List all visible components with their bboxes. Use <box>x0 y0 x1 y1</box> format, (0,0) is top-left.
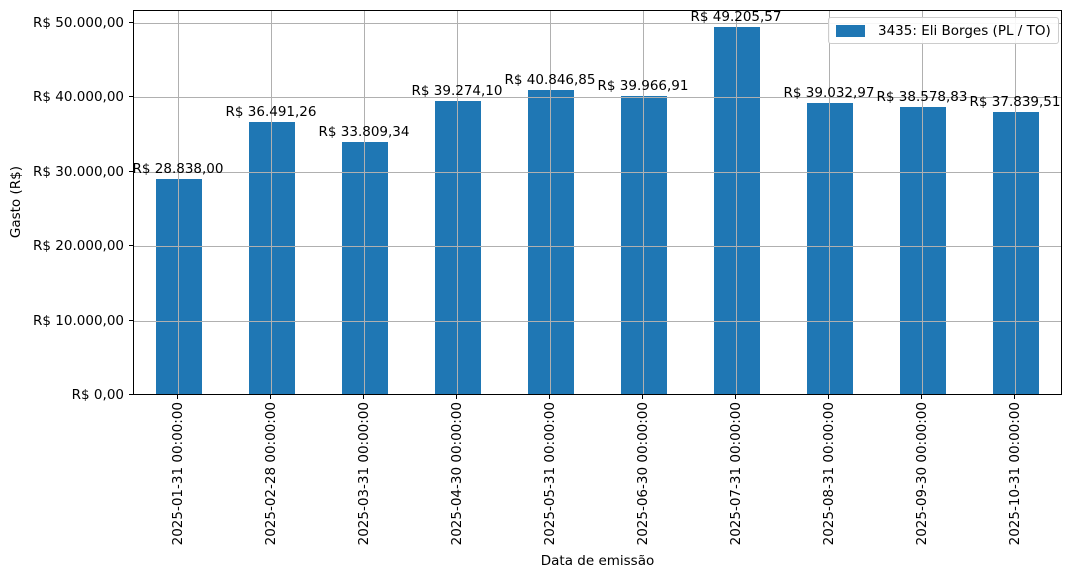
x-tick-mark <box>1014 395 1015 399</box>
x-tick-label: 2025-09-30 00:00:00 <box>914 402 930 546</box>
x-tick-mark <box>363 395 364 399</box>
bar <box>714 27 760 394</box>
bar <box>528 89 574 394</box>
gridline-v <box>829 11 830 394</box>
bar <box>993 112 1039 394</box>
bar-value-label: R$ 33.809,34 <box>318 124 410 141</box>
gridline-v <box>922 11 923 394</box>
legend-label: 3435: Eli Borges (PL / TO) <box>878 22 1051 39</box>
gridline-v <box>364 11 365 394</box>
bar-value-label: R$ 39.966,91 <box>597 78 689 95</box>
y-tick-mark <box>129 394 133 395</box>
bar-value-label: R$ 37.839,51 <box>969 94 1061 111</box>
x-tick-label: 2025-03-31 00:00:00 <box>356 402 372 546</box>
x-tick-label: 2025-06-30 00:00:00 <box>635 402 651 546</box>
y-tick-label: R$ 40.000,00 <box>33 89 124 105</box>
bar <box>807 103 853 394</box>
plot-area <box>133 10 1062 395</box>
gridline-h <box>134 22 1061 24</box>
x-tick-mark <box>177 395 178 399</box>
gridline-v <box>178 11 179 394</box>
x-tick-mark <box>921 395 922 399</box>
y-tick-label: R$ 50.000,00 <box>33 14 124 31</box>
y-tick-label: R$ 0,00 <box>71 387 124 403</box>
y-tick-label: R$ 30.000,00 <box>33 163 124 180</box>
bar-value-label: R$ 39.032,97 <box>783 85 875 102</box>
x-tick-label: 2025-10-31 00:00:00 <box>1007 402 1023 546</box>
y-tick-mark <box>129 319 133 321</box>
bar-value-label: R$ 49.205,57 <box>690 9 782 26</box>
x-tick-label: 2025-02-28 00:00:00 <box>263 402 279 546</box>
bar <box>249 122 295 394</box>
x-tick-label: 2025-08-31 00:00:00 <box>821 402 837 546</box>
gridline-v <box>736 11 737 394</box>
gridline-h <box>134 320 1061 322</box>
x-tick-mark <box>270 395 271 399</box>
y-tick-mark <box>129 245 133 246</box>
gridline-v <box>643 11 644 394</box>
gridline-h <box>134 97 1061 98</box>
x-tick-mark <box>828 395 829 399</box>
x-tick-label: 2025-01-31 00:00:00 <box>170 402 186 546</box>
bar <box>900 106 946 394</box>
bar <box>435 101 481 394</box>
gridline-v <box>1015 11 1016 394</box>
y-tick-mark <box>129 170 133 172</box>
x-tick-mark <box>735 395 736 399</box>
gridline-v <box>550 11 551 394</box>
x-tick-label: 2025-07-31 00:00:00 <box>728 402 744 546</box>
x-tick-label: 2025-04-30 00:00:00 <box>449 402 465 546</box>
legend-swatch-icon <box>836 24 865 37</box>
bar-value-label: R$ 28.838,00 <box>132 161 224 178</box>
y-tick-label: R$ 20.000,00 <box>33 238 124 254</box>
bar-value-label: R$ 39.274,10 <box>411 83 503 100</box>
bar <box>342 142 388 394</box>
bar <box>621 96 667 394</box>
bar-value-label: R$ 36.491,26 <box>225 104 317 121</box>
bar <box>156 179 202 394</box>
y-axis-title: Gasto (R$) <box>8 166 24 239</box>
y-tick-mark <box>129 21 133 23</box>
bar-value-label: R$ 40.846,85 <box>504 71 596 88</box>
gridline-v <box>457 11 458 394</box>
bar-value-label: R$ 38.578,83 <box>876 88 968 105</box>
y-tick-mark <box>129 96 133 97</box>
x-tick-mark <box>549 395 550 399</box>
x-axis-title: Data de emissão <box>540 553 655 569</box>
x-tick-label: 2025-05-31 00:00:00 <box>542 402 558 546</box>
x-tick-mark <box>642 395 643 399</box>
gridline-h <box>134 171 1061 173</box>
legend: 3435: Eli Borges (PL / TO) <box>828 17 1059 44</box>
y-tick-label: R$ 10.000,00 <box>33 312 124 329</box>
gridline-v <box>271 11 272 394</box>
x-tick-mark <box>456 395 457 399</box>
gridline-h <box>134 246 1061 247</box>
